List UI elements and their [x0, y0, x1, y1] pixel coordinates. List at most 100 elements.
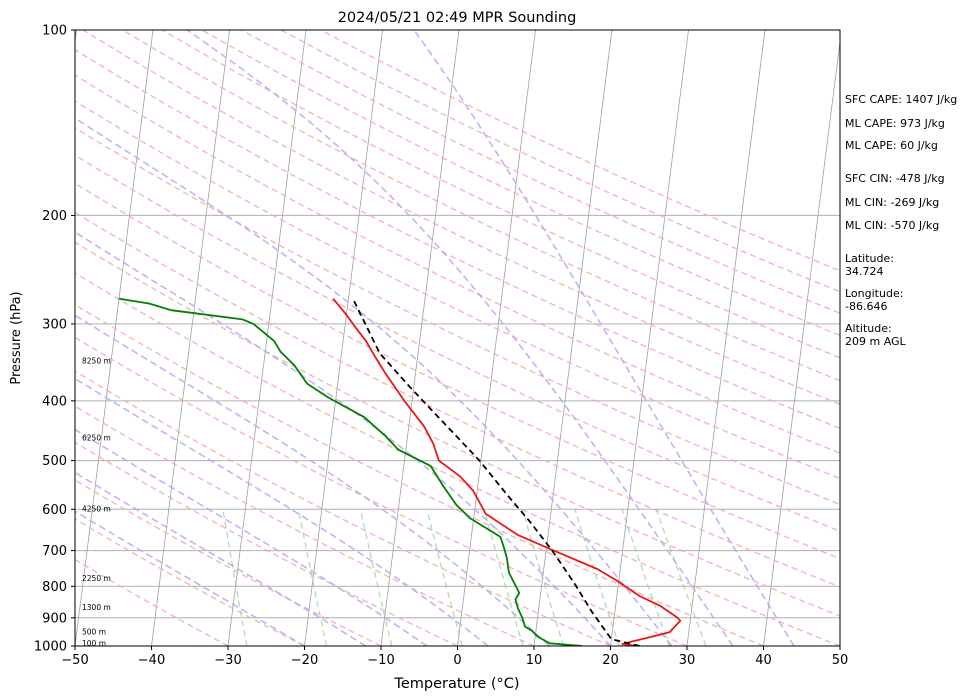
y-tick-label: 1000 — [34, 640, 67, 655]
y-tick-label: 700 — [42, 544, 67, 559]
isotherm-line — [380, 30, 460, 646]
dry-adiabat-line — [75, 558, 229, 646]
height-label: 8250 m — [82, 356, 111, 365]
mixing-ratio-line — [297, 509, 328, 646]
dry-adiabat-line — [75, 370, 611, 646]
dry-adiabat-line — [75, 126, 840, 506]
y-axis: 100 200 300 400 500 600 700 800 900 1000 — [34, 24, 75, 655]
dry-adiabat-line — [161, 30, 840, 359]
latitude-value: 34.724 — [845, 265, 884, 278]
y-tick-label: 200 — [42, 209, 67, 224]
moist-adiabat-line — [75, 314, 550, 646]
x-tick-label: 40 — [755, 653, 772, 668]
y-tick-label: 500 — [42, 454, 67, 469]
y-tick-label: 800 — [42, 580, 67, 595]
y-tick-label: 900 — [42, 611, 67, 626]
sfc-cape-text: SFC CAPE: 1407 J/kg — [845, 93, 958, 106]
moist-adiabat-line — [75, 117, 673, 646]
isotherm-line — [75, 30, 154, 646]
mixing-ratio-line — [222, 509, 248, 646]
plot-frame — [74, 29, 841, 647]
series-line-1 — [332, 298, 682, 646]
y-tick-label: 100 — [42, 24, 67, 39]
isotherm-line — [457, 30, 536, 646]
x-tick-label: 20 — [602, 653, 619, 668]
series-line-3 — [351, 297, 640, 646]
dry-adiabat-line — [75, 100, 840, 480]
x-tick-label: 30 — [679, 653, 696, 668]
altitude-label: Altitude: — [845, 322, 892, 335]
x-tick-label: 10 — [526, 653, 543, 668]
y-axis-label: Pressure (hPa) — [9, 291, 24, 384]
height-labels: 100 m 500 m 1300 m 2250 m 4250 m 6250 m 8250 m — [82, 356, 111, 648]
dry-adiabat-line — [201, 30, 840, 337]
moist-adiabat-line — [75, 231, 612, 646]
x-tick-label: −40 — [138, 653, 165, 668]
mixing-ratio-line — [483, 509, 524, 646]
y-tick-label: 400 — [42, 394, 67, 409]
series-layer — [118, 297, 682, 646]
altitude-block: Altitude: 209 m AGL — [845, 322, 965, 348]
height-label: 2250 m — [82, 574, 111, 583]
x-tick-label: −30 — [214, 653, 241, 668]
x-tick-label: 0 — [453, 653, 461, 668]
y-tick-label: 300 — [42, 317, 67, 332]
x-tick-label: 50 — [832, 653, 849, 668]
x-tick-label: −10 — [367, 653, 394, 668]
isotherm-line — [610, 30, 689, 646]
dry-adiabat-line — [82, 30, 840, 406]
height-label: 1300 m — [82, 603, 111, 612]
moist-adiabat-line — [75, 428, 428, 646]
dry-adiabat-line — [75, 182, 840, 560]
isotherm-line — [304, 30, 383, 646]
longitude-label: Longitude: — [845, 287, 904, 300]
mixing-ratio-line — [426, 509, 463, 646]
height-label: 6250 m — [82, 433, 111, 442]
dry-adiabat-line — [75, 272, 840, 646]
dry-adiabat-line — [75, 211, 840, 588]
x-axis-label: Temperature (°C) — [393, 676, 519, 692]
dry-adiabat-line — [75, 441, 458, 646]
height-label: 4250 m — [82, 504, 111, 513]
ml-cape-secondary-text: ML CAPE: 60 J/kg — [845, 139, 938, 152]
mixing-ratio-line — [655, 509, 707, 646]
longitude-block: Longitude: -86.646 — [845, 287, 965, 313]
height-label: 500 m — [82, 627, 106, 636]
ml-cin-secondary-text: ML CIN: -570 J/kg — [845, 219, 940, 232]
mixing-ratio-line — [359, 509, 393, 646]
isotherm-line — [227, 30, 307, 646]
longitude-value: -86.646 — [845, 300, 888, 313]
background-lines — [75, 30, 840, 646]
dry-adiabat-line — [75, 518, 305, 646]
moist-adiabat-line — [413, 30, 795, 646]
isotherm-line — [763, 38, 840, 646]
dry-adiabat-line — [75, 405, 535, 646]
sfc-cin-text: SFC CIN: -478 J/kg — [845, 172, 945, 185]
dry-adiabat-line — [75, 48, 840, 430]
ml-cape-text: ML CAPE: 973 J/kg — [845, 117, 945, 130]
height-label: 100 m — [82, 639, 106, 648]
dry-adiabat-line — [75, 74, 840, 454]
mixing-ratio-line — [574, 509, 620, 646]
latitude-label: Latitude: — [845, 252, 894, 265]
moist-adiabat-line — [75, 377, 489, 646]
isotherm-line — [151, 30, 230, 646]
latitude-block: Latitude: 34.724 — [845, 252, 965, 278]
mixing-ratio-line — [621, 509, 671, 646]
y-tick-label: 600 — [42, 503, 67, 518]
x-tick-label: −20 — [291, 653, 318, 668]
dry-adiabat-line — [75, 154, 840, 532]
altitude-value: 209 m AGL — [845, 335, 906, 348]
isotherm-line — [686, 30, 766, 646]
mixing-ratio-line — [521, 509, 565, 646]
chart-title: 2024/05/21 02:49 MPR Sounding — [338, 10, 577, 26]
dry-adiabat-line — [280, 30, 840, 293]
ml-cin-text: ML CIN: -269 J/kg — [845, 196, 940, 209]
dry-adiabat-line — [75, 241, 840, 617]
x-axis: −50 −40 −30 −20 −10 0 10 20 30 40 50 — [61, 646, 848, 668]
x-tick-label: −50 — [61, 653, 88, 668]
series-line-2 — [118, 297, 583, 646]
dry-adiabat-line — [75, 303, 764, 646]
moist-adiabat-line — [75, 471, 367, 646]
